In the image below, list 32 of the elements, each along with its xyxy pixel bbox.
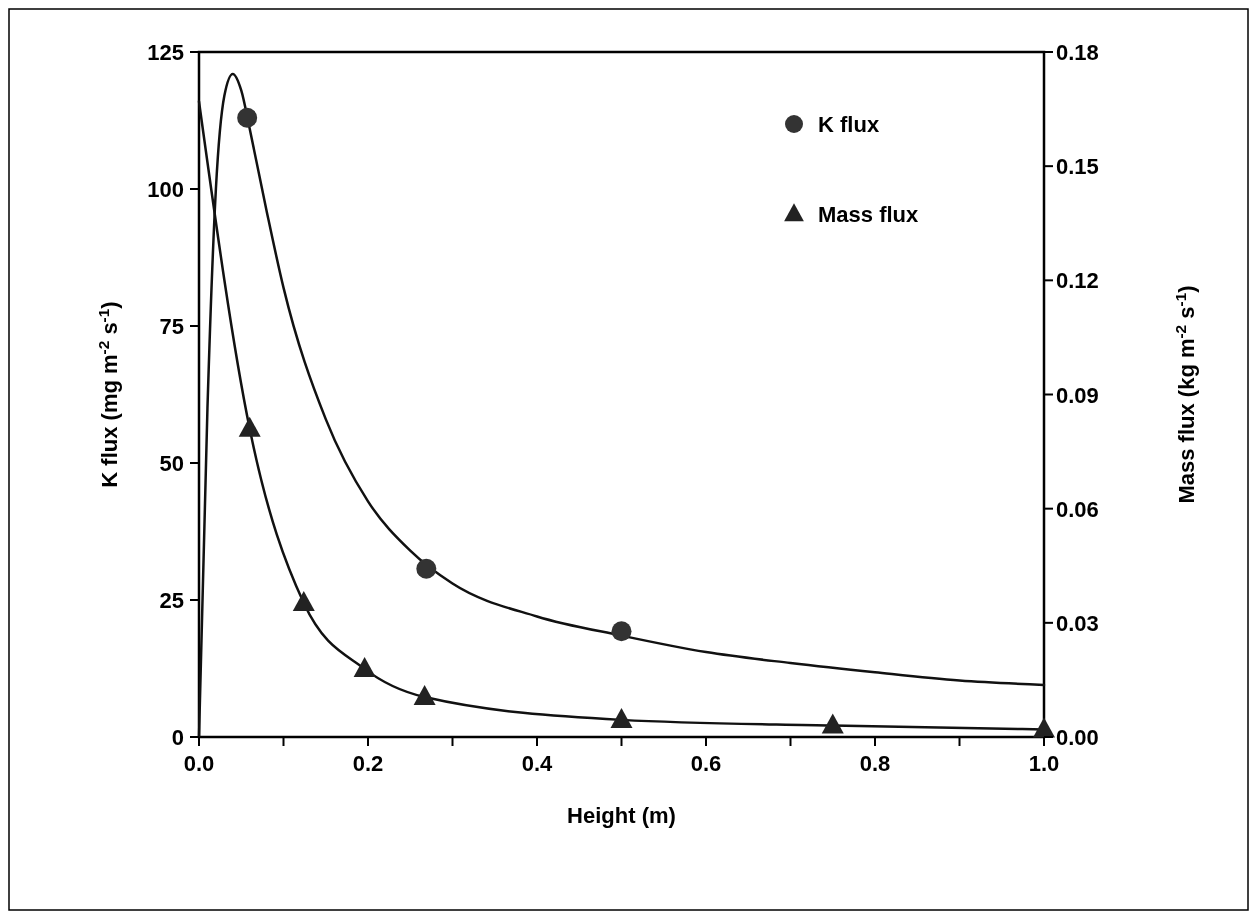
- x-tick-label: 0.6: [690, 751, 722, 776]
- x-tick-label: 1.0: [1028, 751, 1060, 776]
- point: [1033, 717, 1055, 738]
- point: [237, 107, 258, 128]
- x-tick-label: 0.8: [859, 751, 891, 776]
- point: [292, 591, 315, 612]
- x-tick-label: 0.0: [183, 751, 215, 776]
- y-tick-label: 75: [159, 314, 184, 339]
- point: [413, 685, 436, 706]
- x-tick-label: 0.4: [521, 751, 554, 776]
- y2-tick-label: 0.03: [1056, 610, 1099, 636]
- y-tick-label: 50: [159, 451, 184, 476]
- point: [238, 416, 261, 437]
- y2-tick-label: 0.15: [1056, 154, 1099, 180]
- y2-tick-label: 0.09: [1056, 382, 1099, 408]
- y2-tick-label: 0.18: [1056, 40, 1099, 65]
- point: [353, 656, 376, 677]
- point: [416, 558, 437, 579]
- y2-tick-label: 0.00: [1056, 725, 1099, 750]
- y2-tick-label: 0.12: [1056, 268, 1099, 294]
- y-tick-label: 25: [159, 588, 184, 613]
- x-axis-title: Height (m): [567, 803, 676, 828]
- x-tick-label: 0.2: [352, 751, 384, 776]
- y-tick-label: 100: [147, 177, 184, 202]
- point: [611, 621, 632, 642]
- y-tick-label: 125: [147, 40, 184, 65]
- point: [821, 713, 844, 734]
- point: [610, 707, 633, 728]
- legend-label: Mass flux: [818, 202, 920, 227]
- y-tick-label: 0: [171, 725, 184, 750]
- y2-tick-label: 0.06: [1056, 496, 1099, 522]
- legend-label: K flux: [818, 112, 880, 137]
